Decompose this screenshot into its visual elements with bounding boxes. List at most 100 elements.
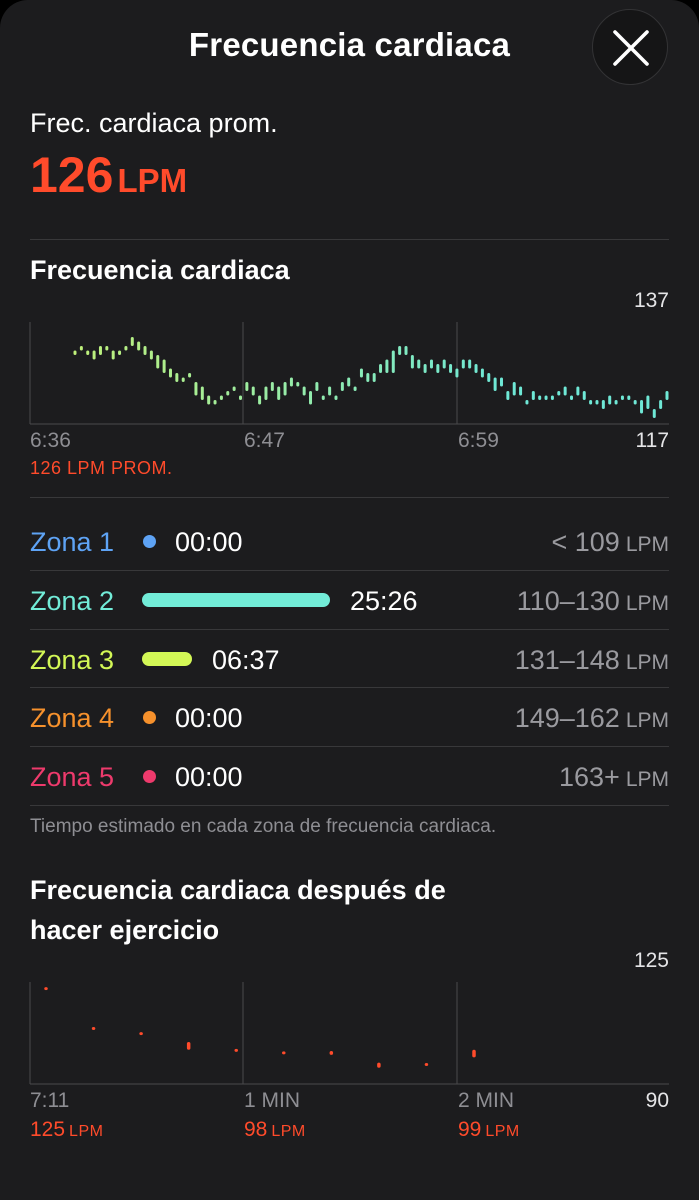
hr-chart-title: Frecuencia cardiaca: [30, 255, 290, 285]
divider: [30, 570, 669, 571]
recovery-xtick-1: 1 MIN: [244, 1089, 301, 1112]
chart-bar: [234, 1048, 238, 1052]
chart-bar: [544, 395, 548, 400]
chart-bar: [366, 373, 370, 382]
chart-bar: [436, 364, 440, 373]
chart-bar: [347, 377, 351, 387]
chart-bar: [168, 368, 172, 378]
chart-bar: [377, 1062, 381, 1068]
chart-bar: [512, 382, 516, 396]
divider: [30, 497, 669, 498]
chart-bar: [468, 359, 472, 369]
recovery-title-line1: Frecuencia cardiaca después de: [30, 875, 446, 905]
hr-chart-average-note: 126 LPM PROM.: [30, 458, 173, 478]
chart-bar: [614, 400, 618, 405]
chart-bar: [309, 391, 313, 405]
zone-indicator: [143, 770, 156, 783]
chart-bar: [79, 346, 83, 351]
zone-row-1[interactable]: Zona 1 00:00 < 109 LPM: [0, 513, 699, 571]
chart-bar: [44, 987, 48, 991]
chart-bar: [633, 400, 637, 405]
recovery-value-number: 125: [30, 1118, 66, 1141]
chart-bar: [538, 395, 542, 400]
zone-range: 110–130 LPM: [517, 586, 669, 617]
chart-bar: [472, 1049, 476, 1058]
chart-bar: [181, 377, 185, 382]
zone-name: Zona 2: [30, 586, 115, 616]
zone-range-unit: LPM: [625, 651, 669, 674]
hr-chart-xtick-0: 6:36: [30, 429, 71, 452]
recovery-chart-ymin: 90: [645, 1089, 669, 1112]
zone-name: Zona 1: [30, 527, 115, 557]
recovery-xtick-2: 2 MIN: [458, 1089, 515, 1112]
zone-time: 06:37: [212, 645, 280, 675]
recovery-chart: [29, 982, 669, 1085]
chart-bar: [137, 341, 141, 351]
chart-bar: [188, 373, 192, 378]
chart-bar: [98, 346, 102, 355]
zone-indicator: [142, 652, 192, 666]
chart-bar: [175, 373, 179, 382]
chart-bar: [429, 359, 433, 369]
average-hr-number: 126: [30, 147, 114, 203]
chart-bar: [302, 386, 306, 396]
chart-bar: [563, 386, 567, 396]
zone-row-4[interactable]: Zona 4 00:00 149–162 LPM: [0, 689, 699, 747]
chart-bar: [92, 350, 96, 360]
chart-bar: [194, 382, 198, 396]
chart-bar: [424, 1063, 429, 1066]
chart-bar: [474, 364, 478, 373]
chart-bar: [410, 355, 414, 369]
chart-bar: [659, 400, 663, 409]
chart-bar: [372, 373, 376, 382]
chart-bar: [646, 395, 650, 409]
chart-bar: [321, 395, 325, 400]
chart-bar: [589, 400, 593, 405]
chart-bar: [398, 346, 402, 355]
zone-row-2[interactable]: Zona 2 25:26 110–130 LPM: [0, 572, 699, 630]
hr-chart-ymin: 117: [635, 429, 669, 452]
divider: [30, 805, 669, 806]
zone-range-unit: LPM: [625, 592, 669, 615]
chart-bar: [143, 346, 147, 355]
recovery-value-number: 99: [458, 1118, 482, 1141]
chart-bar: [525, 400, 529, 405]
recovery-value-2: 99 LPM: [458, 1118, 520, 1142]
zone-time: 00:00: [175, 762, 243, 792]
chart-bar: [124, 346, 128, 351]
close-icon: [613, 30, 649, 66]
recovery-title-line2: hacer ejercicio: [30, 915, 220, 945]
chart-bar: [417, 359, 421, 369]
chart-bar: [264, 386, 268, 400]
chart-bar: [353, 386, 357, 391]
chart-bar: [239, 395, 243, 400]
chart-bar: [219, 395, 223, 400]
chart-bar: [340, 382, 344, 391]
recovery-xtick-0: 7:11: [30, 1089, 70, 1112]
chart-bar: [149, 350, 153, 360]
average-hr-unit: LPM: [117, 162, 188, 199]
chart-bar: [86, 350, 90, 355]
zone-range: < 109 LPM: [551, 527, 669, 558]
chart-bar: [359, 368, 363, 378]
chart-bar: [111, 350, 115, 360]
divider: [30, 687, 669, 688]
zone-range-unit: LPM: [625, 709, 669, 732]
chart-bar: [334, 395, 338, 400]
chart-bar: [627, 395, 631, 400]
chart-bar: [156, 355, 160, 369]
close-button[interactable]: [592, 9, 668, 85]
zone-row-3[interactable]: Zona 3 06:37 131–148 LPM: [0, 631, 699, 689]
recovery-value-unit: LPM: [69, 1123, 104, 1140]
zone-name: Zona 4: [30, 703, 115, 733]
chart-bar: [329, 1051, 334, 1055]
zone-indicator: [142, 593, 330, 607]
zone-row-5[interactable]: Zona 5 00:00 163+ LPM: [0, 748, 699, 806]
chart-bar: [130, 337, 134, 346]
chart-bar: [404, 346, 408, 355]
hr-chart-ymax: 137: [633, 289, 669, 312]
chart-bar: [570, 395, 574, 400]
zone-range-value: 149–162: [514, 703, 620, 733]
chart-bar: [493, 377, 497, 391]
chart-bar: [480, 368, 484, 378]
